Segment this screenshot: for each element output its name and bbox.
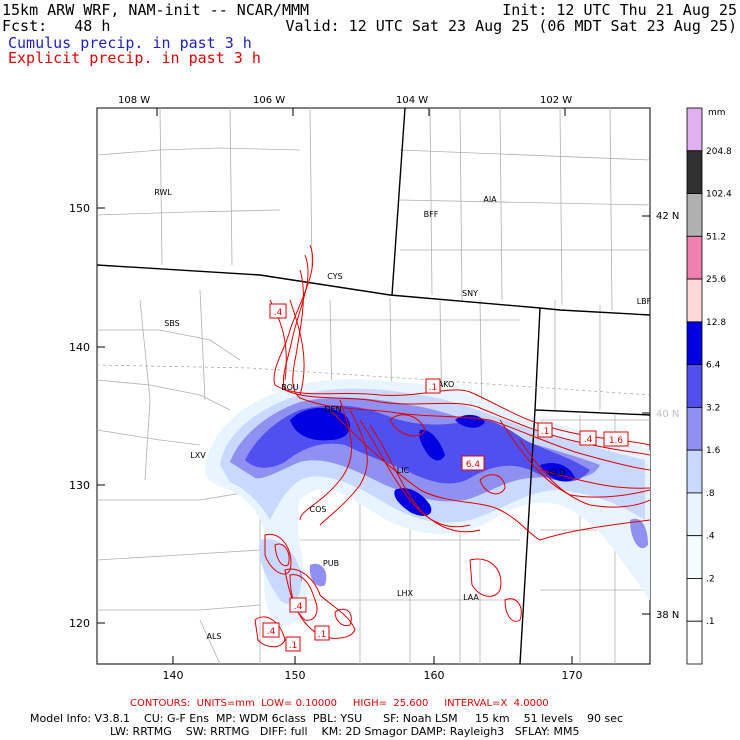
state-borders — [97, 108, 650, 664]
contour-label: .1 — [289, 641, 298, 651]
colorbar: mm 204.8 102.4 51.2 25.6 12.8 6.4 3.2 1.6 .8 .4 .2… — [686, 107, 732, 665]
colorbar-cell — [686, 107, 703, 152]
grid-x-label: 170 — [562, 669, 583, 682]
colorbar-cell — [686, 321, 703, 366]
longitude-labels: 108 W 106 W 104 W 102 W — [118, 95, 572, 106]
contour-label: 1.6 — [609, 436, 624, 446]
station-label: LBF — [637, 297, 652, 306]
grid-x-labels: 140 150 160 170 — [163, 669, 583, 682]
county-lines — [97, 108, 650, 664]
station-label: SNY — [462, 289, 478, 298]
colorbar-cell — [686, 620, 703, 665]
contour-label: .4 — [267, 627, 276, 637]
station-label: RWL — [154, 188, 172, 197]
colorbar-label: 12.8 — [706, 318, 726, 328]
colorbar-cell — [686, 235, 703, 280]
colorbar-cell — [686, 406, 703, 451]
init-time: Init: 12 UTC Thu 21 Aug 25 — [502, 1, 737, 19]
contour-label: .1 — [541, 427, 550, 437]
colorbar-label: 1.6 — [706, 446, 721, 456]
colorbar-unit: mm — [708, 108, 726, 118]
parallel-line — [97, 364, 650, 396]
station-label: BOU — [281, 383, 299, 392]
contour-label: .4 — [294, 602, 303, 612]
lat-label: 42 N — [656, 211, 679, 222]
map-content — [97, 108, 650, 664]
lat-label: 38 N — [656, 610, 679, 621]
forecast-hour: Fcst: 48 h — [2, 17, 111, 35]
contour-labels: .4 .1 .1 .4 1.6 6.4 .4 .4 .1 .1 — [262, 303, 629, 652]
grid-x-label: 140 — [163, 669, 184, 682]
station-label: DEN — [324, 405, 341, 414]
grid-y-label: 140 — [69, 341, 90, 354]
lon-label: 104 W — [396, 95, 428, 106]
lat-label: 40 N — [656, 409, 679, 420]
contour-label: .4 — [274, 308, 283, 318]
grid-x-label: 160 — [424, 669, 445, 682]
colorbar-cell — [686, 578, 703, 622]
colorbar-label: 25.6 — [706, 275, 726, 285]
colorbar-labels: 204.8 102.4 51.2 25.6 12.8 6.4 3.2 1.6 .8 .4 .2 .1 — [706, 147, 732, 627]
grid-y-label: 120 — [69, 617, 90, 630]
colorbar-label: 102.4 — [706, 190, 732, 200]
colorbar-label: .1 — [706, 617, 715, 627]
model-info-line1: Model Info: V3.8.1 CU: G-F Ens MP: WDM 6… — [30, 712, 624, 725]
station-labels: RWL CYS BFF AIA SBS SNY LBF BOU DEN AKO … — [154, 188, 651, 641]
station-label: LHX — [397, 589, 413, 598]
contour-label: .1 — [318, 630, 327, 640]
explicit-precip-contours — [254, 244, 650, 648]
station-label: BFF — [424, 210, 439, 219]
grid-x-label: 150 — [285, 669, 306, 682]
model-info-line2: LW: RRTMG SW: RRTMG DIFF: full KM: 2D Sm… — [110, 725, 580, 738]
contours-info: CONTOURS: UNITS=mm LOW= 0.10000 HIGH= 25… — [130, 698, 549, 709]
colorbar-label: .2 — [706, 574, 715, 584]
colorbar-cell — [686, 193, 703, 237]
contour-label: .1 — [429, 383, 438, 393]
explicit-legend: Explicit precip. in past 3 h — [8, 49, 261, 67]
station-label: LXV — [190, 451, 206, 460]
valid-time: Valid: 12 UTC Sat 23 Aug 25 (06 MDT Sat … — [285, 17, 737, 35]
cumulus-legend: Cumulus precip. in past 3 h — [8, 34, 252, 52]
station-label: CYS — [327, 272, 342, 281]
colorbar-label: .8 — [706, 489, 715, 499]
colorbar-cells — [686, 107, 703, 665]
station-label: SBS — [164, 319, 180, 328]
lon-label: 106 W — [253, 95, 285, 106]
colorbar-cell — [686, 449, 703, 494]
grid-y-label: 150 — [69, 202, 90, 215]
colorbar-label: 204.8 — [706, 147, 732, 157]
colorbar-cell — [686, 278, 703, 323]
colorbar-label: 3.2 — [706, 403, 720, 413]
colorbar-cell — [686, 492, 703, 537]
station-label: LIC — [397, 466, 410, 475]
colorbar-label: .4 — [706, 532, 715, 542]
contour-label: 6.4 — [466, 460, 481, 470]
lon-label: 102 W — [540, 95, 572, 106]
colorbar-cell — [686, 364, 703, 408]
latitude-labels: 42 N 40 N 38 N — [656, 211, 679, 621]
station-label: AKO — [438, 380, 455, 389]
station-label: COS — [310, 505, 327, 514]
grid-y-labels: 150 140 130 120 — [69, 202, 90, 630]
station-label: ALS — [206, 632, 221, 641]
colorbar-label: 51.2 — [706, 232, 726, 242]
axis-ticks — [97, 108, 650, 664]
colorbar-label: 6.4 — [706, 361, 721, 371]
grid-y-label: 130 — [69, 479, 90, 492]
lon-label: 108 W — [118, 95, 150, 106]
station-label: PUB — [323, 559, 339, 568]
station-label: LAA — [463, 593, 479, 602]
colorbar-cell — [686, 535, 703, 579]
colorbar-cell — [686, 150, 703, 194]
model-title: 15km ARW WRF, NAM-init -- NCAR/MMM — [2, 1, 310, 19]
station-label: AIA — [483, 195, 497, 204]
contour-label: .4 — [584, 435, 593, 445]
station-label: GLD — [549, 468, 566, 477]
